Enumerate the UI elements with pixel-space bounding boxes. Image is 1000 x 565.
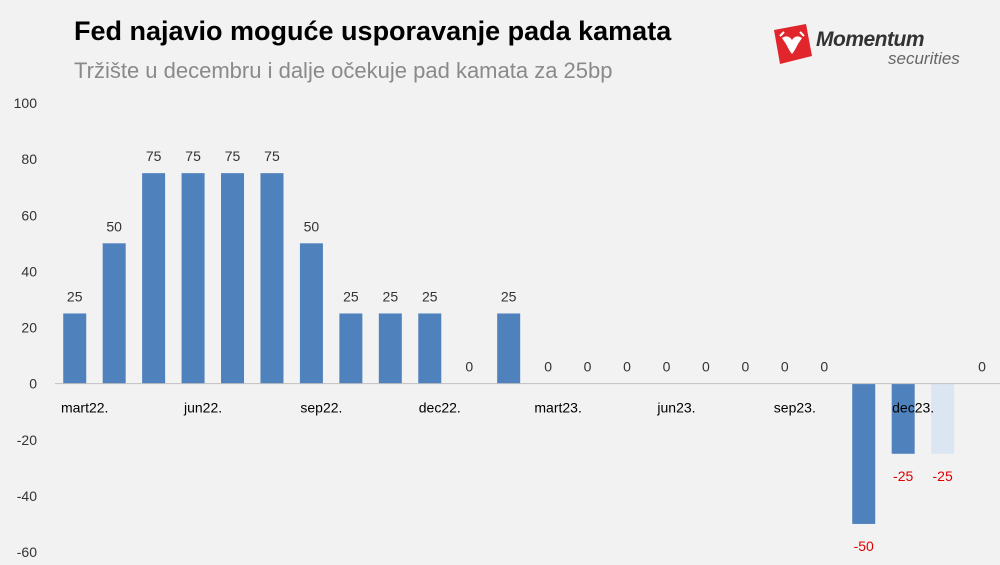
bar-nov24. — [891, 383, 915, 454]
value-label: 0 — [820, 359, 828, 375]
value-label: 0 — [781, 359, 789, 375]
bar-nov22. — [260, 173, 284, 384]
value-labels: 25 50 75 75 75 75 50 25 25 25 0 25 0 0 0 0 0 0 0 0 -50 -25 -25… — [67, 148, 986, 554]
value-label: -50 — [854, 538, 874, 554]
y-tick-label: 20 — [21, 320, 37, 336]
value-label: 0 — [663, 359, 671, 375]
value-label: 25 — [67, 288, 83, 304]
bar-mart23. — [378, 313, 402, 384]
bar-maj22. — [102, 243, 126, 384]
y-axis: 100 80 60 40 20 0 -20 -40 -60 — [14, 95, 38, 560]
x-tick-label: dec22. — [419, 400, 461, 416]
x-tick-label: jun22. — [183, 400, 222, 416]
value-label: 25 — [501, 288, 517, 304]
chart-subtitle: Tržište u decembru i dalje očekuje pad k… — [74, 58, 613, 83]
x-axis: mart22. jun22. sep22. dec22. mart23. jun23. se… — [61, 400, 934, 416]
value-label: 25 — [343, 288, 359, 304]
value-label: 25 — [422, 288, 438, 304]
bar-sep24. — [852, 383, 876, 524]
bar-mart22. — [63, 313, 87, 384]
logo-brand: Momentum — [816, 28, 925, 51]
value-label: 0 — [584, 359, 592, 375]
bar-jul22. — [181, 173, 205, 384]
bars — [63, 173, 955, 524]
value-label: 0 — [465, 359, 473, 375]
value-label: 0 — [741, 359, 749, 375]
bar-sep22. — [221, 173, 245, 384]
value-label: 0 — [702, 359, 710, 375]
company-logo: Momentum securities — [770, 22, 980, 70]
bull-icon — [774, 24, 812, 64]
bar-feb23. — [339, 313, 363, 384]
y-tick-label: 100 — [14, 95, 38, 111]
x-tick-label: mart23. — [534, 400, 581, 416]
y-tick-label: 60 — [21, 207, 37, 223]
bar-dec22. — [299, 243, 323, 384]
y-tick-label: -20 — [17, 432, 37, 448]
y-tick-label: 40 — [21, 263, 37, 279]
x-tick-label: sep23. — [774, 400, 816, 416]
y-tick-label: 0 — [29, 376, 37, 392]
x-tick-label: dec23. — [892, 400, 934, 416]
value-label: 75 — [146, 148, 162, 164]
y-tick-label: -60 — [17, 544, 37, 560]
value-label: 75 — [264, 148, 280, 164]
value-label: 0 — [978, 359, 986, 375]
value-label: -25 — [933, 468, 953, 484]
y-tick-label: -40 — [17, 488, 37, 504]
x-tick-label: jun23. — [656, 400, 695, 416]
chart-title: Fed najavio moguće usporavanje pada kama… — [74, 16, 672, 46]
value-label: 50 — [106, 218, 122, 234]
x-tick-label: mart22. — [61, 400, 108, 416]
value-label: 0 — [623, 359, 631, 375]
value-label: 50 — [304, 218, 320, 234]
value-label: 0 — [544, 359, 552, 375]
x-tick-label: sep22. — [300, 400, 342, 416]
bar-jul23. — [497, 313, 521, 384]
value-label: -25 — [893, 468, 913, 484]
logo-tagline: securities — [888, 49, 960, 68]
bar-jun22. — [142, 173, 166, 384]
value-label: 75 — [225, 148, 241, 164]
bar-maj23. — [418, 313, 442, 384]
y-tick-label: 80 — [21, 151, 37, 167]
value-label: 75 — [185, 148, 201, 164]
value-label: 25 — [383, 288, 399, 304]
bar-dec24. — [931, 383, 955, 454]
